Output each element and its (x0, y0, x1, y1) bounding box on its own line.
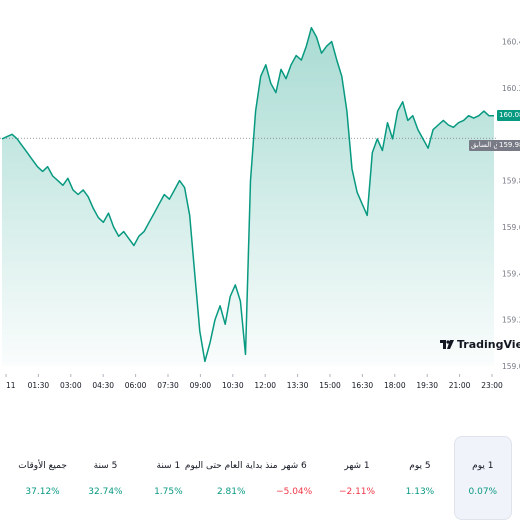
y-axis-tick-label: 159.200 (502, 316, 520, 325)
price-area-fill (2, 27, 494, 366)
period-change-value: 0.07% (468, 487, 498, 497)
x-axis-tick-label: 12:00 (254, 381, 276, 390)
period-tab[interactable]: 5 يوم 1.13% (391, 436, 449, 520)
period-label: 1 شهر (344, 461, 370, 471)
previous-close-tag: 159.983 (497, 140, 520, 151)
tradingview-logo-text: TradingView (457, 338, 520, 351)
period-change-value: 37.12% (25, 487, 60, 497)
tradingview-logo-icon (440, 340, 454, 349)
x-axis-tick-label: 06:00 (125, 381, 147, 390)
x-axis-tick-label: 11 (6, 381, 16, 390)
tradingview-logo: TradingView (440, 338, 520, 351)
y-axis-tick-label: 159.800 (502, 177, 520, 186)
period-label: جميع الأوقات (18, 461, 67, 471)
x-axis-tick-label: 03:00 (60, 381, 82, 390)
y-axis-tick-label: 159.000 (502, 362, 520, 371)
period-label: 1 يوم (472, 461, 494, 471)
y-axis-tick-label: 160.200 (502, 84, 520, 93)
price-chart[interactable]: 160.400 160.200 159.800 159.600 159.400 159.2… (0, 0, 520, 400)
period-change-value: −5.04% (276, 487, 313, 497)
period-tab[interactable]: جميع الأوقات 37.12% (13, 436, 71, 520)
period-label: 1 سنة (156, 461, 181, 471)
period-label: منذ بداية العام حتى اليوم (184, 461, 278, 471)
y-axis-tick-label: 159.600 (502, 223, 520, 232)
x-axis-tick-label: 18:00 (384, 381, 406, 390)
period-tab[interactable]: 1 شهر −2.11% (328, 436, 386, 520)
x-axis-tick-label: 09:00 (190, 381, 212, 390)
period-tab[interactable]: 1 سنة 1.75% (139, 436, 197, 520)
x-axis-tick-label: 10:30 (222, 381, 244, 390)
period-tab[interactable]: 5 سنة 32.74% (76, 436, 134, 520)
y-axis-tick-label: 159.400 (502, 269, 520, 278)
period-change-value: 2.81% (216, 487, 246, 497)
x-axis-tick-label: 15:00 (319, 381, 341, 390)
x-axis-tick-label: 21:00 (449, 381, 471, 390)
x-axis-tick-label: 07:30 (157, 381, 179, 390)
period-label: 6 شهر (281, 461, 307, 471)
x-axis-tick-label: 01:30 (28, 381, 50, 390)
x-axis-tick-label: 13:30 (287, 381, 309, 390)
period-change-value: 1.13% (405, 487, 435, 497)
current-price-tag: 160.081 (497, 110, 520, 121)
period-change-value: 32.74% (88, 487, 123, 497)
period-label: 5 يوم (409, 461, 431, 471)
period-change-value: 1.75% (154, 487, 183, 497)
x-axis-tick-label: 04:30 (92, 381, 114, 390)
y-axis-tick-label: 160.400 (502, 38, 520, 47)
performance-periods: 1 يوم 0.07% 5 يوم 1.13% 1 شهر −2.11% 6 شهر −5.0… (0, 436, 520, 520)
period-tab[interactable]: 1 يوم 0.07% (453, 436, 512, 520)
chart-canvas[interactable]: 160.400 160.200 159.800 159.600 159.400 159.2… (0, 0, 520, 400)
period-change-value: −2.11% (338, 487, 376, 497)
previous-close-label: الإغلاق السابق (469, 140, 515, 151)
period-tab[interactable]: منذ بداية العام حتى اليوم 2.81% (185, 436, 278, 520)
x-axis-tick-label: 16:30 (352, 381, 374, 390)
period-tab[interactable]: 6 شهر −5.04% (265, 436, 323, 520)
price-line (1, 26, 494, 363)
x-axis-tick-label: 23:00 (481, 381, 503, 390)
x-axis-tick-label: 19:30 (416, 381, 438, 390)
period-label: 5 سنة (93, 461, 118, 471)
